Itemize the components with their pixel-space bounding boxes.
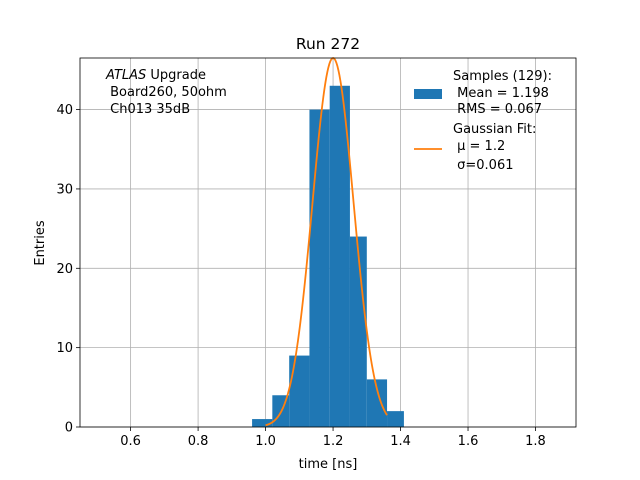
y-tick-label: 40 <box>56 103 73 118</box>
annotation-upgrade: Upgrade <box>146 68 206 83</box>
legend-samples-line-2: Mean = 1.198 <box>453 86 549 101</box>
legend-gauss-line-2: μ = 1.2 <box>453 139 505 154</box>
x-tick-label: 1.8 <box>525 434 546 449</box>
legend-samples-swatch <box>414 89 442 99</box>
annotation-atlas: ATLAS <box>105 68 146 83</box>
histogram-bar <box>289 355 310 427</box>
histogram-bar <box>252 419 273 427</box>
axis-ticks: 0.6 0.8 1.0 1.2 1.4 1.6 1.8 0 10 20 30 40 <box>56 103 545 449</box>
legend-samples-line-3: RMS = 0.067 <box>453 102 542 117</box>
x-tick-label: 0.8 <box>188 434 209 449</box>
y-tick-label: 20 <box>56 262 73 277</box>
x-tick-label: 1.4 <box>390 434 411 449</box>
y-tick-label: 0 <box>65 421 73 436</box>
legend: Samples (129): Mean = 1.198 RMS = 0.067 … <box>414 69 552 173</box>
histogram-bars <box>252 85 404 428</box>
legend-gauss-line-1: Gaussian Fit: <box>453 122 536 137</box>
legend-samples-line-1: Samples (129): <box>453 69 552 84</box>
annotation-line-1: ATLAS Upgrade <box>105 68 206 83</box>
y-tick-label: 10 <box>56 341 73 356</box>
annotation-box: ATLAS Upgrade Board260, 50ohm Ch013 35dB <box>105 68 227 117</box>
legend-gauss-line-3: σ=0.061 <box>453 158 513 173</box>
histogram-bar <box>366 379 388 427</box>
y-tick-label: 30 <box>56 182 73 197</box>
x-tick-label: 1.6 <box>458 434 479 449</box>
histogram-bar <box>387 411 404 427</box>
x-axis-label: time [ns] <box>299 457 358 472</box>
gaussian-fit-line <box>265 57 388 427</box>
histogram-bar <box>349 236 367 427</box>
histogram-bar <box>329 85 350 427</box>
x-tick-label: 1.0 <box>255 434 276 449</box>
y-axis-label: Entries <box>33 220 48 266</box>
x-tick-label: 1.2 <box>323 434 344 449</box>
annotation-line-3: Ch013 35dB <box>106 102 190 117</box>
gaussian-fit <box>265 57 388 427</box>
x-tick-label: 0.6 <box>120 434 141 449</box>
plot-frame <box>79 57 577 428</box>
chart-title: Run 272 <box>296 35 360 53</box>
histogram-bar <box>309 109 330 428</box>
annotation-line-2: Board260, 50ohm <box>106 85 227 100</box>
